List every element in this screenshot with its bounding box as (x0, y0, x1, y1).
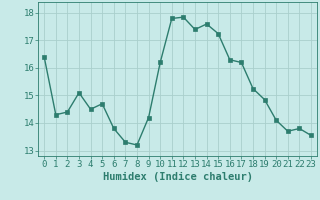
X-axis label: Humidex (Indice chaleur): Humidex (Indice chaleur) (103, 172, 252, 182)
